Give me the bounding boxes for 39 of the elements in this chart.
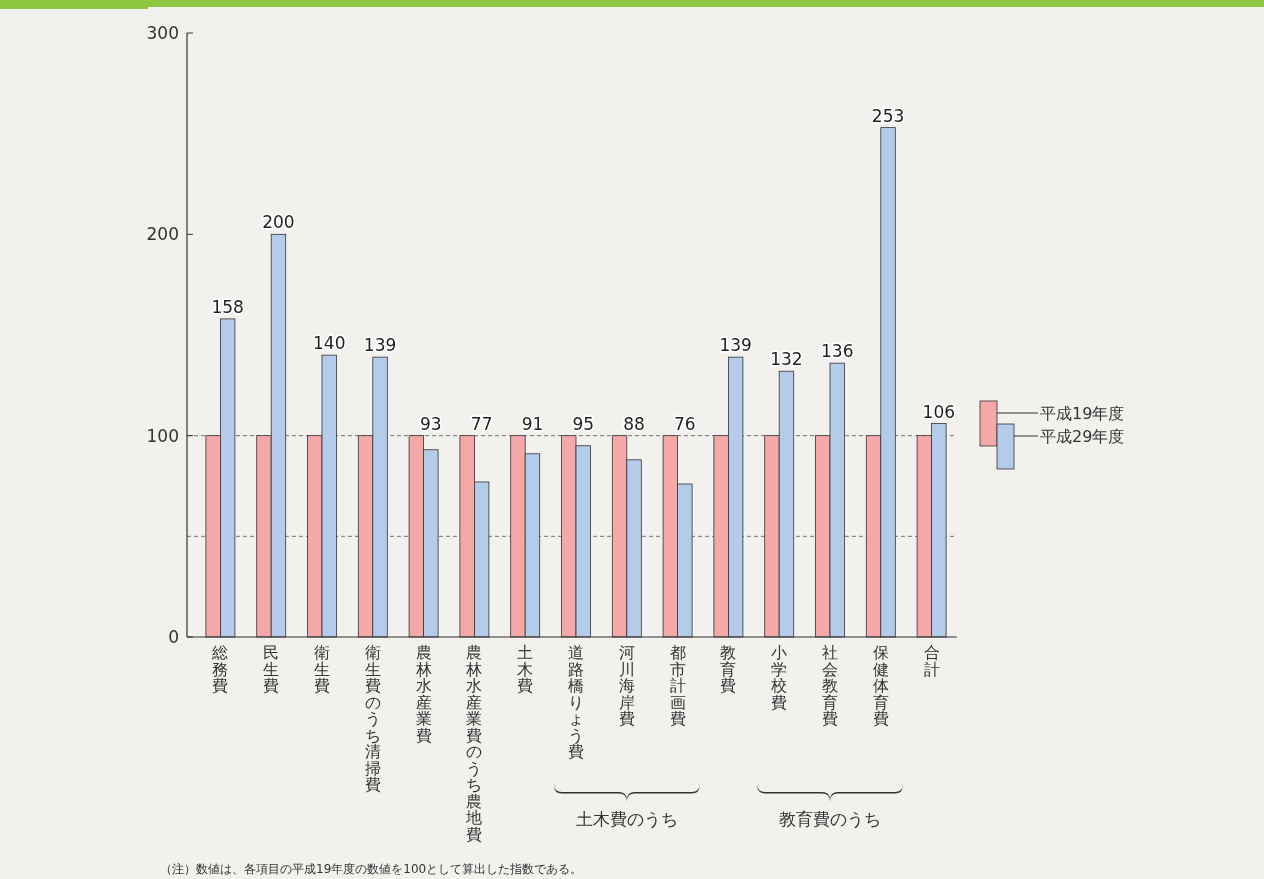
data-label: 136: [821, 341, 854, 362]
text: 土木費のうち: [575, 809, 678, 829]
data-label: 200: [262, 212, 295, 233]
text: 教育費のうち: [779, 809, 881, 829]
x-tick-label: 保健体育費: [872, 644, 889, 728]
data-label: 88: [623, 413, 645, 434]
x-tick-label: 民生費: [263, 644, 280, 695]
legend-label: 平成19年度: [1040, 404, 1125, 423]
data-label: 140: [313, 333, 346, 354]
data-label: 158: [211, 296, 244, 317]
data-label: 77: [470, 413, 493, 434]
x-tick-label: 土木費: [517, 644, 534, 695]
data-label: 91: [521, 413, 544, 434]
data-label: 76: [674, 413, 696, 434]
x-tick-label: 小学校費: [770, 644, 788, 712]
data-label: 139: [719, 335, 752, 356]
data-label: 106: [922, 401, 956, 422]
data-label: 253: [871, 105, 905, 126]
y-tick-label: 100: [146, 425, 179, 446]
category-label: 衛生費のうち清掃費: [364, 644, 381, 794]
data-label: 132: [770, 349, 803, 370]
data-label: 93: [420, 413, 442, 434]
x-tick-label: 農林水産業費: [414, 644, 432, 745]
category-label: 農林水産業費のうち農地費: [466, 644, 483, 844]
y-tick-label: 0: [168, 627, 179, 647]
x-tick-label: 合計: [923, 644, 940, 679]
text: （注）数値は、各項目の平成19年度の数値を100として算出した指数である。: [160, 862, 583, 876]
x-tick-label: 衛生費: [314, 644, 330, 695]
data-label: 95: [572, 413, 595, 434]
y-tick-label: 200: [146, 224, 179, 245]
x-tick-label: 道路橋りょう費: [568, 644, 584, 761]
x-tick-label: 教育費: [720, 644, 737, 695]
data-label: 139: [363, 335, 397, 356]
x-tick-label: 社会教育費: [822, 644, 838, 728]
x-tick-label: 総務費: [211, 644, 229, 695]
x-tick-label: 都市計画費: [669, 644, 686, 728]
legend-label: 平成29年度: [1040, 427, 1125, 446]
y-tick-label: 300: [146, 23, 179, 43]
x-tick-label: 河川海岸費: [618, 644, 635, 728]
